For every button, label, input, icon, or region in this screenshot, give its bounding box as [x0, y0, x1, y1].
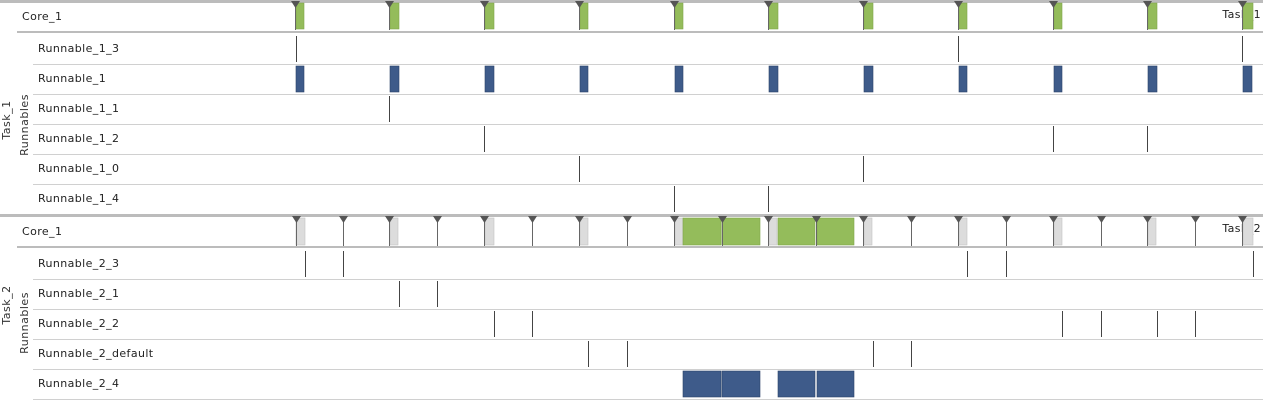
activation-marker-triangle: [575, 216, 584, 223]
activation-marker-triangle: [1191, 216, 1200, 223]
core-running-slice: [1053, 2, 1063, 30]
core-waiting-slice: [863, 217, 873, 246]
activation-marker-triangle: [385, 216, 394, 223]
runnable-execution-bar: [484, 65, 495, 93]
runnables-group-label: Runnables: [18, 94, 31, 156]
core-running-slice: [777, 217, 816, 246]
row-divider: [33, 309, 1263, 310]
row-divider: [33, 339, 1263, 340]
core-row-separator: [17, 31, 1263, 33]
runnable-execution-bar: [863, 65, 874, 93]
activation-marker-triangle: [812, 216, 821, 223]
runnable-execution-bar: [816, 370, 855, 398]
activation-marker-triangle: [1097, 216, 1106, 223]
task-end-label: Task_1: [1222, 8, 1261, 21]
row-divider: [33, 184, 1263, 185]
runnable-execution-bar: [674, 65, 684, 93]
core-running-slice: [958, 2, 968, 30]
core-waiting-slice: [1147, 217, 1157, 246]
activation-marker-triangle: [670, 216, 679, 223]
runnable-row-label[interactable]: Runnable_2_2: [38, 317, 120, 330]
activation-marker-triangle: [859, 216, 868, 223]
runnables-group-label: Runnables: [18, 292, 31, 354]
core-running-slice: [682, 217, 722, 246]
task-end-label: Task_2: [1222, 222, 1261, 235]
activation-marker-triangle: [480, 216, 489, 223]
core-running-slice: [389, 2, 400, 30]
core-row-label[interactable]: Core_1: [22, 10, 63, 23]
core-running-slice: [484, 2, 495, 30]
runnable-execution-bar: [1242, 65, 1253, 93]
row-divider: [33, 279, 1263, 280]
task-group-label: Task_1: [0, 100, 13, 140]
panel-separator-top: [0, 0, 1263, 3]
runnable-execution-bar: [768, 65, 779, 93]
runnable-execution-bar: [295, 65, 305, 93]
core-running-slice: [721, 217, 761, 246]
runnable-execution-bar: [1147, 65, 1158, 93]
activation-marker-triangle: [528, 216, 537, 223]
row-divider: [33, 94, 1263, 95]
core-waiting-slice: [958, 217, 968, 246]
activation-marker-triangle: [718, 216, 727, 223]
activation-marker-triangle: [1002, 216, 1011, 223]
runnable-execution-bar: [721, 370, 761, 398]
core-running-slice: [295, 2, 305, 30]
runnable-row-label[interactable]: Runnable_2_default: [38, 347, 154, 360]
runnable-row-label[interactable]: Runnable_1_1: [38, 102, 120, 115]
activation-marker-triangle: [623, 216, 632, 223]
core-waiting-slice: [674, 217, 684, 246]
core-waiting-slice: [484, 217, 495, 246]
core-row-separator: [17, 246, 1263, 248]
runnable-row-label[interactable]: Runnable_1: [38, 72, 107, 85]
core-running-slice: [768, 2, 779, 30]
core-running-slice: [816, 217, 855, 246]
core-waiting-slice: [295, 217, 306, 246]
core-waiting-slice: [768, 217, 778, 246]
activation-marker-triangle: [339, 216, 348, 223]
task-group-label: Task_2: [0, 285, 13, 325]
panel-separator: [0, 214, 1263, 217]
core-running-slice: [1147, 2, 1158, 30]
runnable-execution-bar: [682, 370, 722, 398]
row-divider: [33, 64, 1263, 65]
core-waiting-slice: [579, 217, 589, 246]
runnable-row-label[interactable]: Runnable_1_4: [38, 192, 120, 205]
core-row-label[interactable]: Core_1: [22, 225, 63, 238]
core-running-slice: [579, 2, 589, 30]
core-running-slice: [863, 2, 874, 30]
row-divider: [33, 369, 1263, 370]
row-divider: [33, 124, 1263, 125]
runnable-row-label[interactable]: Runnable_2_4: [38, 377, 120, 390]
activation-marker-triangle: [1143, 216, 1152, 223]
activation-marker-triangle: [1049, 216, 1058, 223]
activation-marker-triangle: [907, 216, 916, 223]
runnable-row-label[interactable]: Runnable_2_3: [38, 257, 120, 270]
activation-marker-triangle: [764, 216, 773, 223]
runnable-execution-bar: [777, 370, 816, 398]
runnable-execution-bar: [389, 65, 400, 93]
runnable-row-label[interactable]: Runnable_1_0: [38, 162, 120, 175]
runnable-execution-bar: [579, 65, 589, 93]
runnable-execution-bar: [958, 65, 968, 93]
activation-marker-triangle: [433, 216, 442, 223]
activation-marker-triangle: [954, 216, 963, 223]
runnable-row-label[interactable]: Runnable_2_1: [38, 287, 120, 300]
runnable-execution-bar: [1053, 65, 1063, 93]
row-divider: [33, 154, 1263, 155]
activation-marker-triangle: [292, 216, 301, 223]
core-running-slice: [674, 2, 684, 30]
runnable-row-label[interactable]: Runnable_1_2: [38, 132, 120, 145]
core-waiting-slice: [1053, 217, 1063, 246]
runnable-row-label[interactable]: Runnable_1_3: [38, 42, 120, 55]
core-waiting-slice: [389, 217, 399, 246]
